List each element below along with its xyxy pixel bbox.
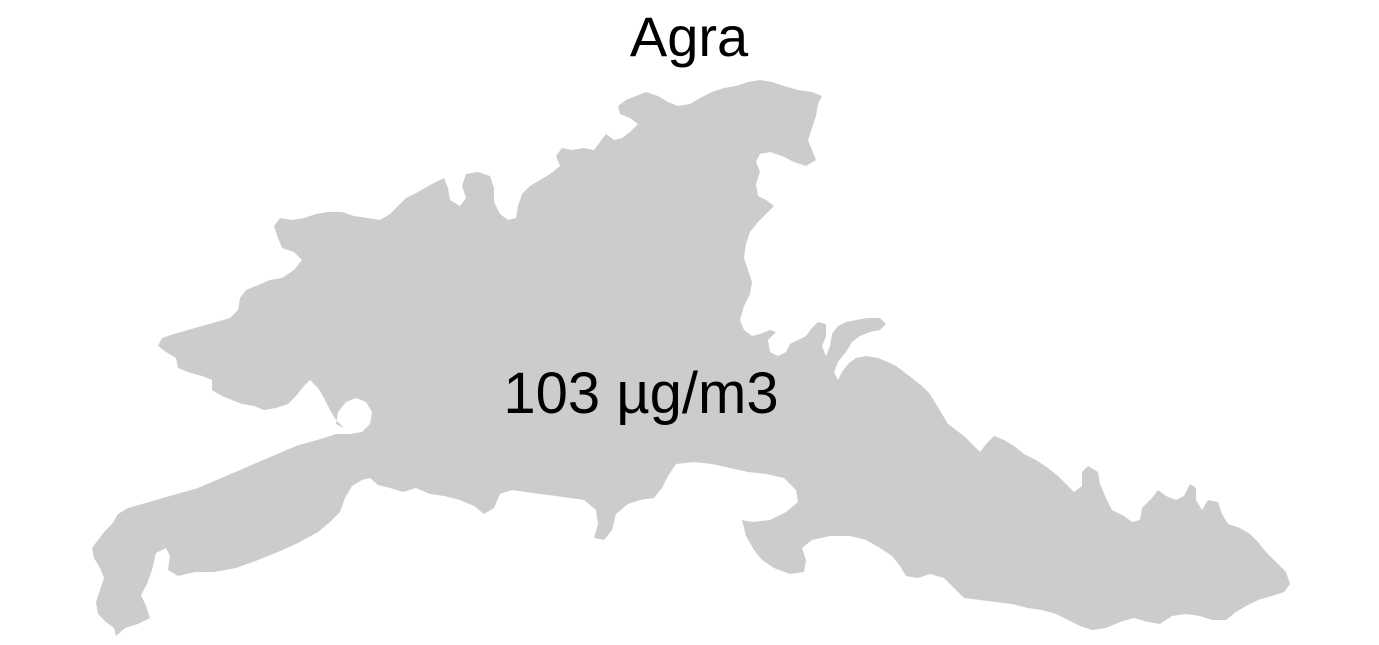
pm-value-label: 103 µg/m3 — [503, 361, 778, 426]
map-title: Agra — [630, 5, 749, 68]
agra-district-shape — [92, 80, 1290, 636]
